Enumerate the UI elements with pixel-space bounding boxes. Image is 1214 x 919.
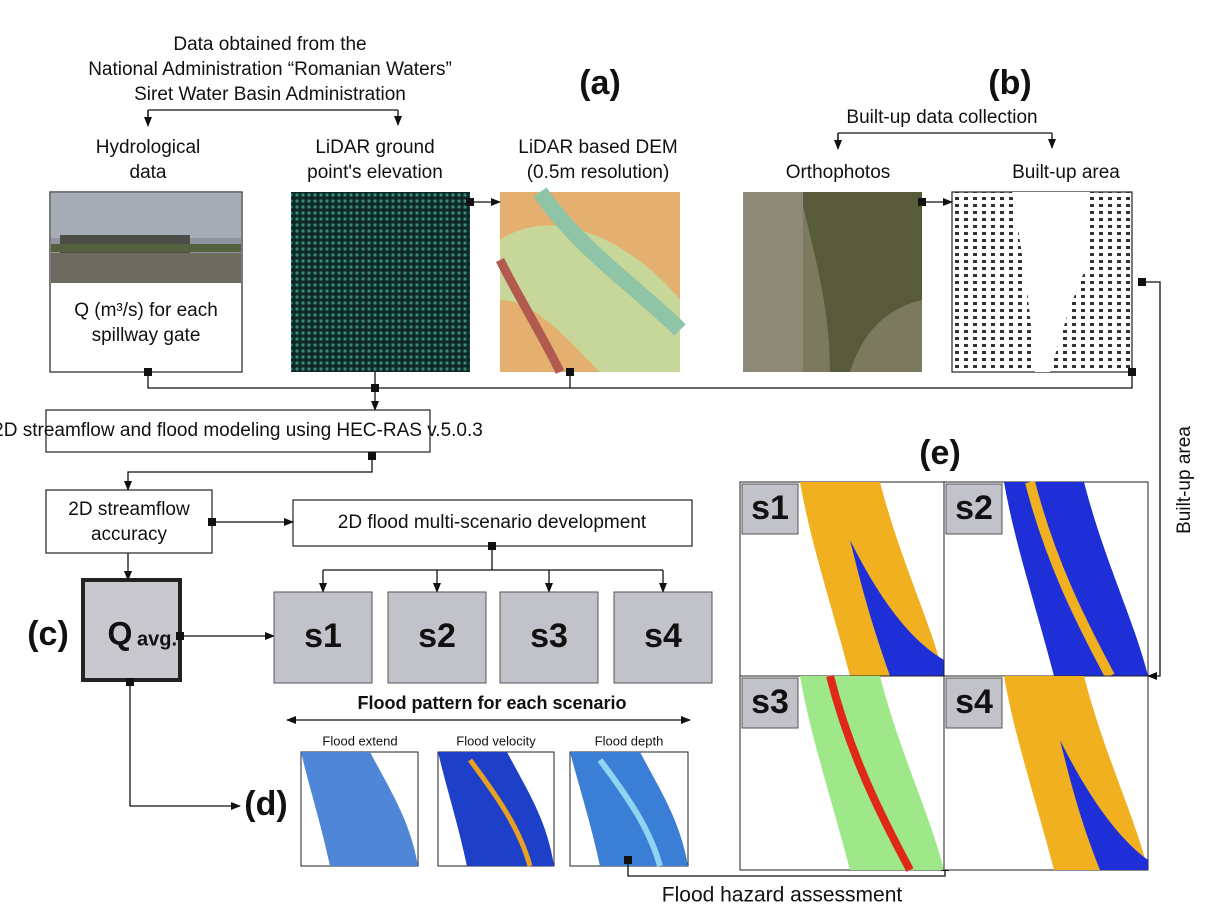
- scenario-map: s2: [944, 482, 1148, 676]
- node-label: 2D streamflow and flood modeling using H…: [0, 420, 483, 441]
- label: Q (m³/s) for each: [74, 300, 218, 321]
- panel-label: (e): [919, 434, 961, 472]
- scenario-label: s2: [418, 617, 456, 655]
- map-label: Flood depth: [595, 733, 664, 748]
- panel-label: (d): [244, 785, 287, 823]
- node-label: 2D streamflow: [68, 499, 190, 520]
- dem-image: [500, 192, 680, 372]
- header-line: Data obtained from the: [173, 34, 366, 55]
- map: Flood velocity: [438, 733, 554, 866]
- node-label: 2D flood multi-scenario development: [338, 512, 647, 533]
- scenario-map: s4: [944, 676, 1148, 870]
- label: LiDAR based DEM: [518, 137, 677, 158]
- node-label: accuracy: [91, 524, 168, 545]
- label: LiDAR ground: [315, 137, 434, 158]
- panel-label: (b): [988, 64, 1031, 102]
- scenario-map: s3: [740, 676, 944, 870]
- scenario-label: s3: [530, 617, 568, 655]
- panel-label: (a): [579, 64, 621, 102]
- map: Flood depth: [570, 733, 688, 866]
- pattern-title: Flood pattern for each scenario: [357, 693, 626, 713]
- map-label: Flood velocity: [456, 733, 536, 748]
- label: Built-up data collection: [846, 107, 1037, 128]
- q-label: Q: [108, 615, 133, 651]
- side-label: Built-up area: [1174, 426, 1195, 534]
- header-line: Siret Water Basin Administration: [134, 84, 406, 105]
- label: spillway gate: [92, 325, 201, 346]
- label: data: [130, 162, 167, 183]
- scenario-map: s1: [740, 482, 944, 676]
- label: point's elevation: [307, 162, 443, 183]
- connector: [838, 133, 1052, 148]
- footer: Flood hazard assessment: [662, 884, 903, 907]
- diagram: Data obtained from the National Administ…: [0, 0, 1214, 914]
- map: Flood extend: [301, 733, 418, 866]
- lidar-image: [291, 192, 470, 372]
- connector: [148, 110, 398, 126]
- hydro-box: Q (m³/s) for each spillway gate: [50, 192, 242, 372]
- label: Hydrological: [96, 137, 201, 158]
- header-line: National Administration “Romanian Waters…: [88, 59, 452, 80]
- ortho-image: [743, 192, 922, 372]
- label: Built-up area: [1012, 162, 1120, 183]
- scenario-label: s3: [751, 683, 789, 721]
- scenario-label: s1: [751, 489, 789, 527]
- panel-label: (c): [27, 615, 69, 653]
- scenario-box: s1: [274, 592, 372, 683]
- scenario-label: s1: [304, 617, 342, 655]
- scenario-box: s4: [614, 592, 712, 683]
- builtup-image: [952, 192, 1132, 372]
- connector: [128, 452, 376, 490]
- map-label: Flood extend: [322, 733, 397, 748]
- scenario-box: s2: [388, 592, 486, 683]
- scenario-label: s4: [955, 683, 993, 721]
- label: (0.5m resolution): [527, 162, 670, 183]
- scenario-label: s2: [955, 489, 993, 527]
- scenario-box: s3: [500, 592, 598, 683]
- q-sub: avg.: [137, 628, 177, 650]
- label: Orthophotos: [786, 162, 891, 183]
- scenario-label: s4: [644, 617, 682, 655]
